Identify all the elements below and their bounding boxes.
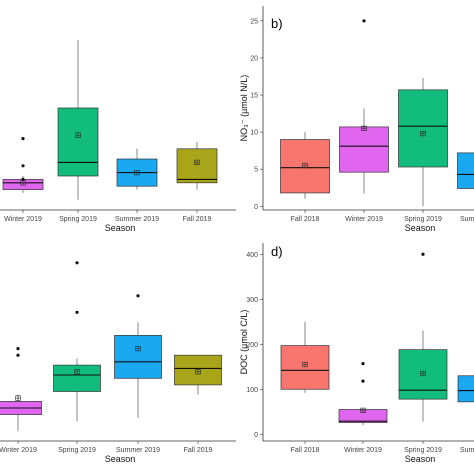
y-tick-label: 0	[254, 432, 258, 439]
outlier-point	[362, 19, 366, 23]
y-tick-label: 200	[246, 342, 258, 349]
outlier-point	[136, 294, 140, 298]
x-tick-labels-d: Fall 2018 Winter 2019 Spring 2019 Summer 20…	[291, 447, 474, 454]
y-tick-label: 20	[250, 55, 258, 62]
box-b-winter-2019	[339, 19, 389, 194]
box-d-summer-2019	[457, 375, 474, 403]
outlier-point	[75, 261, 79, 265]
x-tick-label: Winter 2019	[344, 447, 382, 454]
x-axis-title-a: Season	[105, 223, 136, 233]
outlier-point	[21, 164, 25, 168]
x-tick-label: Spring 2019	[58, 447, 96, 454]
outlier-point	[361, 362, 365, 366]
y-tick-label: 15	[250, 93, 258, 100]
x-tick-label: Summer 2019	[116, 447, 160, 454]
box-c-fall-2019	[174, 354, 222, 395]
outlier-point	[421, 252, 425, 256]
boxes-c	[0, 261, 222, 432]
box-body	[57, 107, 99, 177]
box-c-spring-2019	[53, 261, 101, 422]
y-tick-label: 100	[246, 387, 258, 394]
y-tick-label: 25	[250, 18, 258, 25]
panel-c: Winter 2019 Spring 2019 Summer 2019 Fall 20…	[0, 261, 236, 464]
box-c-summer-2019	[114, 294, 162, 418]
box-d-fall-2018	[280, 321, 330, 393]
x-tick-label: Summer 2019	[460, 447, 474, 454]
box-body	[457, 375, 474, 403]
outlier-point	[16, 347, 20, 351]
x-tick-label: Winter 2019	[345, 216, 383, 223]
box-b-spring-2019	[398, 77, 448, 207]
x-tick-labels-a: Winter 2019 Spring 2019 Summer 2019 Fall 20…	[4, 216, 211, 223]
x-tick-label: Spring 2019	[404, 447, 442, 454]
boxes-d	[280, 252, 474, 426]
x-tick-label: Fall 2018	[291, 447, 320, 454]
x-tick-label: Spring 2019	[404, 216, 442, 223]
box-c-winter-2019	[0, 347, 42, 432]
x-tick-label: Winter 2019	[4, 216, 42, 223]
box-a-spring-2019	[57, 40, 99, 200]
outlier-point	[21, 177, 25, 181]
box-b-fall-2018	[280, 132, 330, 199]
x-tick-label: Fall 2019	[183, 216, 212, 223]
x-tick-label: Summer 2019	[115, 216, 159, 223]
boxes-b	[280, 19, 474, 207]
y-axis-title-d: DOC (µmol C/L)	[239, 310, 249, 375]
x-tick-labels-b: Fall 2018 Winter 2019 Spring 2019 Summer 20…	[291, 216, 474, 223]
box-body	[398, 89, 448, 168]
outlier-point	[75, 310, 79, 314]
box-d-winter-2019	[338, 362, 388, 426]
x-tick-labels-c: Winter 2019 Spring 2019 Summer 2019 Fall 20…	[0, 447, 213, 454]
box-body	[53, 364, 101, 392]
x-tick-label: Fall 2019	[184, 447, 213, 454]
box-a-winter-2019	[2, 137, 44, 193]
x-tick-label: Winter 2019	[0, 447, 37, 454]
y-axis-title-b: NO₃⁻ (µmol N/L)	[239, 75, 249, 142]
boxes-a	[2, 40, 218, 200]
y-tick-label: 300	[246, 297, 258, 304]
y-tick-label: 400	[246, 252, 258, 259]
box-d-spring-2019	[398, 252, 448, 422]
panel-label-d: d)	[271, 244, 283, 259]
outlier-point	[16, 353, 20, 357]
box-body	[280, 345, 330, 390]
outlier-point	[361, 379, 365, 383]
box-b-summer-2019	[457, 152, 474, 189]
panel-a: Winter 2019 Spring 2019 Summer 2019 Fall 20…	[0, 40, 236, 233]
x-axis-title-b: Season	[405, 223, 436, 233]
x-tick-label: Spring 2019	[59, 216, 97, 223]
panel-label-b: b)	[271, 16, 283, 31]
y-tick-label: 0	[254, 204, 258, 211]
box-a-summer-2019	[116, 148, 158, 190]
panel-b: 0 5 10 15 20 25 NO₃⁻ (µmol N/L) b) Fall 2018 Wint…	[239, 6, 474, 233]
box-body	[457, 152, 474, 189]
box-body	[339, 126, 389, 173]
x-axis-title-c: Season	[105, 454, 136, 464]
panel-d: 0 100 200 300 400 DOC (µmol C/L) d) Fall 2018 Wi…	[239, 243, 474, 464]
x-axis-title-d: Season	[405, 454, 436, 464]
x-tick-label: Summer 2019	[460, 216, 474, 223]
x-tick-label: Fall 2018	[291, 216, 320, 223]
y-tick-label: 5	[254, 167, 258, 174]
box-body	[176, 148, 218, 184]
y-tick-label: 10	[250, 130, 258, 137]
box-body	[114, 335, 162, 379]
outlier-point	[21, 137, 25, 141]
box-a-fall-2019	[176, 142, 218, 190]
